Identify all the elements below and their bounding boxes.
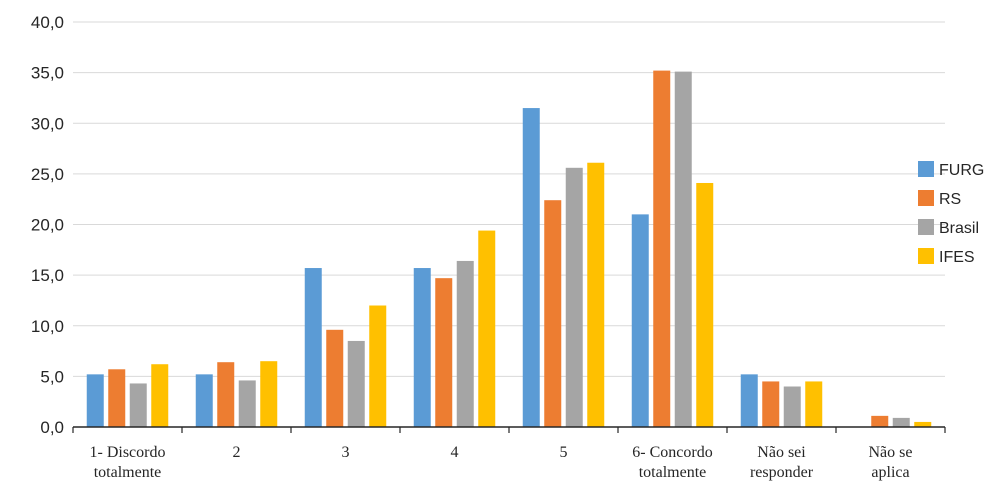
bar-brasil — [347, 340, 365, 427]
bar-furg — [195, 374, 213, 427]
bar-ifes — [260, 361, 278, 427]
y-tick-label: 0,0 — [40, 418, 64, 437]
bar-furg — [522, 108, 540, 427]
x-axis-ticks: 1- Discordo totalmente 2 3 4 5 6- Concordo tota… — [90, 444, 913, 481]
gridlines — [73, 21, 945, 377]
bar-ifes — [369, 305, 387, 427]
bar-rs — [762, 381, 780, 427]
bar-ifes — [478, 230, 496, 427]
legend-swatch-furg — [918, 161, 934, 177]
bar-brasil — [238, 380, 256, 427]
bar-ifes — [914, 421, 932, 427]
y-tick-label: 30,0 — [31, 114, 64, 133]
bar-brasil — [565, 167, 583, 428]
x-tick-label: Não se aplica — [869, 444, 913, 481]
legend-label-ifes: IFES — [939, 249, 975, 266]
bar-brasil — [892, 417, 910, 427]
y-tick-label: 5,0 — [40, 367, 64, 386]
bar-ifes — [696, 182, 714, 427]
x-tick-label: 2 — [233, 444, 241, 461]
y-tick-label: 20,0 — [31, 216, 64, 235]
x-tick-label: 4 — [451, 444, 459, 461]
bar-rs — [871, 415, 889, 427]
bar-ifes — [587, 162, 605, 428]
bar-furg — [740, 374, 758, 427]
bar-furg — [413, 268, 431, 427]
x-tick-label: 5 — [560, 444, 568, 461]
bar-furg — [86, 374, 104, 427]
y-tick-label: 15,0 — [31, 266, 64, 285]
bar-ifes — [151, 364, 169, 427]
bar-ifes — [805, 381, 823, 427]
legend-label-brasil: Brasil — [939, 220, 979, 237]
x-axis — [72, 426, 946, 433]
bar-brasil — [129, 383, 147, 427]
y-tick-label: 25,0 — [31, 165, 64, 184]
legend: FURG RS Brasil IFES — [918, 161, 984, 266]
bar-rs — [435, 278, 453, 427]
y-axis-ticks: 0,0 5,0 10,0 15,0 20,0 25,0 30,0 35,0 40,0 — [31, 13, 64, 437]
legend-swatch-brasil — [918, 219, 934, 235]
bar-rs — [653, 70, 671, 427]
bar-furg — [631, 214, 649, 427]
x-tick-label: 3 — [342, 444, 350, 461]
bar-furg — [304, 268, 322, 427]
x-tick-label: Não sei responder — [750, 444, 814, 481]
bar-brasil — [674, 71, 692, 428]
bar-brasil — [783, 386, 801, 427]
legend-swatch-ifes — [918, 248, 934, 264]
x-tick-label: 6- Concordo totalmente — [632, 444, 712, 481]
legend-label-furg: FURG — [939, 162, 984, 179]
bar-rs — [326, 329, 344, 427]
legend-swatch-rs — [918, 190, 934, 206]
y-tick-label: 10,0 — [31, 317, 64, 336]
x-tick-label: 1- Discordo totalmente — [90, 444, 166, 481]
bar-rs — [217, 362, 235, 427]
bar-rs — [544, 200, 562, 427]
bars — [86, 70, 932, 428]
bar-brasil — [456, 260, 474, 427]
y-tick-label: 40,0 — [31, 13, 64, 32]
legend-label-rs: RS — [939, 191, 961, 208]
y-tick-label: 35,0 — [31, 64, 64, 83]
bar-rs — [108, 369, 126, 427]
